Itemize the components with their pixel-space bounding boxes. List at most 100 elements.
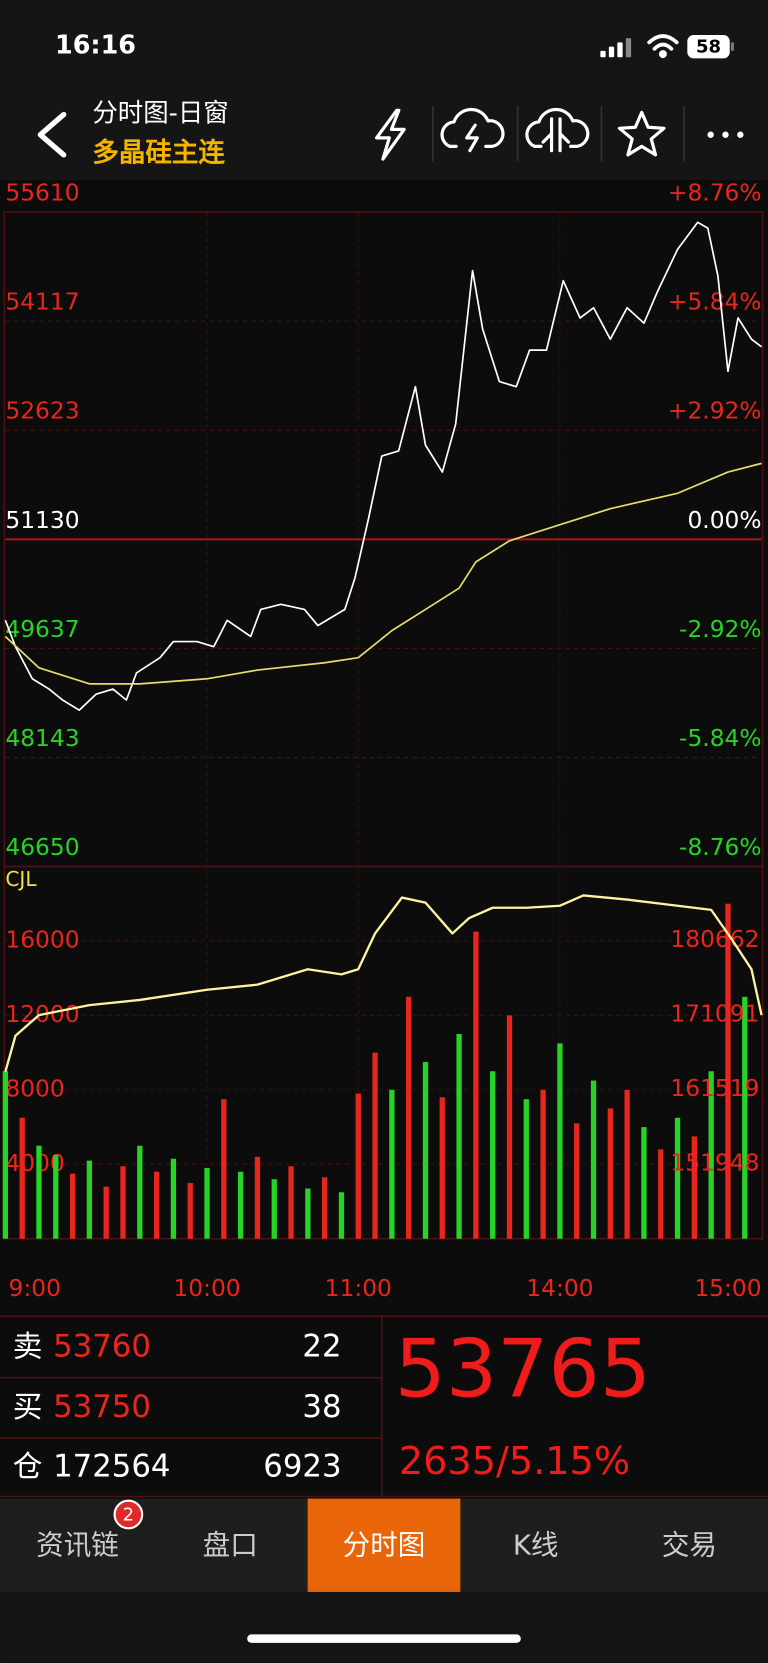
y2-tick-label: 0.00% <box>687 506 761 534</box>
favorite-icon[interactable] <box>617 110 666 157</box>
y-tick-label: 48143 <box>5 724 79 752</box>
volume-bar <box>137 1145 143 1239</box>
volume-bar <box>422 1061 429 1239</box>
volume-bar <box>204 1168 210 1239</box>
volume-bar <box>103 1186 109 1239</box>
volume-bar <box>305 1188 311 1239</box>
bid-price: 53750 <box>53 1389 151 1425</box>
volume-bar <box>473 931 479 1239</box>
volume-bar <box>120 1166 126 1239</box>
contract-name[interactable]: 多晶硅主连 <box>92 137 225 168</box>
y2-tick-label: 180662 <box>670 925 759 953</box>
quote-panel <box>0 1315 768 1498</box>
oi-change: 6923 <box>263 1448 341 1484</box>
volume-bar <box>658 1149 664 1239</box>
price-line <box>4 221 763 712</box>
volume-bar <box>53 1155 59 1239</box>
volume-bar <box>574 1123 580 1239</box>
ask-price: 53760 <box>53 1329 151 1365</box>
oi-label: 仓 <box>13 1449 43 1484</box>
volume-bar <box>288 1166 294 1239</box>
y2-tick-label: 161519 <box>670 1074 759 1102</box>
last-price: 53765 <box>395 1322 651 1416</box>
y-tick-label: 46650 <box>5 833 79 861</box>
flash-icon[interactable] <box>374 108 406 161</box>
tab[interactable]: K线 <box>513 1528 559 1561</box>
y-tick-label: 49637 <box>5 615 79 643</box>
volume-bar <box>624 1089 630 1239</box>
volume-bar <box>456 1034 462 1239</box>
y-tick-label: 54117 <box>5 288 79 316</box>
volume-bar <box>590 1080 597 1239</box>
ask-volume: 22 <box>302 1329 341 1365</box>
ask-label: 卖 <box>13 1330 43 1365</box>
volume-bar <box>237 1171 244 1239</box>
volume-bar <box>372 1052 378 1239</box>
volume-bar <box>221 1099 227 1239</box>
y2-tick-label: +2.92% <box>668 397 762 425</box>
quote-grid <box>0 1315 768 1498</box>
open-interest-line <box>4 894 763 1073</box>
x-tick-label: 9:00 <box>9 1274 61 1302</box>
volume-bar <box>439 1097 445 1239</box>
volume-bar <box>708 1071 714 1239</box>
battery-level: 58 <box>696 37 721 58</box>
home-area <box>0 1591 768 1663</box>
x-tick-label: 15:00 <box>694 1274 761 1302</box>
signal-icon <box>600 38 632 58</box>
volume-bar <box>170 1158 177 1239</box>
volume-bar <box>86 1160 93 1239</box>
volume-bar <box>36 1145 42 1239</box>
volume-bar <box>389 1089 395 1239</box>
volume-bar <box>641 1127 647 1239</box>
volume-bar <box>725 903 731 1239</box>
wifi-icon <box>647 34 679 59</box>
bid-volume: 38 <box>302 1389 341 1425</box>
cloud-icon[interactable] <box>525 107 590 153</box>
y2-tick-label: -2.92% <box>679 615 762 643</box>
volume-bar <box>19 1117 25 1239</box>
more-icon[interactable] <box>707 131 744 138</box>
tab[interactable]: 盘口 <box>203 1528 258 1561</box>
volume-bar <box>406 996 412 1239</box>
tab[interactable]: 资讯链 <box>36 1528 119 1561</box>
y2-tick-label: 171091 <box>670 1000 759 1028</box>
active-tab-bg <box>307 1498 461 1592</box>
volume-bar <box>338 1192 345 1239</box>
volume-plot-frame <box>3 865 764 1240</box>
y-tick-label: 55610 <box>5 179 79 207</box>
volume-bar <box>540 1089 546 1239</box>
battery-icon <box>687 34 730 59</box>
volume-bar <box>607 1108 613 1239</box>
header-separators <box>431 106 685 162</box>
y2-tick-label: +8.76% <box>668 179 762 207</box>
price-change: 2635/5.15% <box>399 1440 630 1484</box>
volume-bar <box>355 1093 361 1239</box>
x-tick-label: 10:00 <box>173 1274 240 1302</box>
y2-tick-label: -8.76% <box>679 833 762 861</box>
battery-tip <box>730 42 734 51</box>
volume-bar <box>2 1071 9 1239</box>
page-title: 分时图-日窗 <box>92 99 228 129</box>
volume-bar <box>69 1173 76 1239</box>
volume-bar <box>691 1136 698 1239</box>
badge <box>113 1499 144 1530</box>
tab[interactable]: 交易 <box>662 1528 717 1561</box>
open-interest: 172564 <box>53 1448 170 1484</box>
y-axis-label: CJL <box>5 867 37 891</box>
y2-tick-label: -5.84% <box>679 724 762 752</box>
y2-tick-label: 151948 <box>670 1148 759 1176</box>
volume-bar <box>506 1015 513 1239</box>
y-tick-label: 51130 <box>5 506 79 534</box>
x-tick-label: 14:00 <box>526 1274 593 1302</box>
status-time: 16:16 <box>55 31 136 61</box>
volume-bar <box>490 1071 496 1239</box>
tab-active[interactable]: 分时图 <box>343 1528 426 1561</box>
volume-bar <box>271 1179 277 1239</box>
badge-count: 2 <box>123 1505 134 1526</box>
volume-bar <box>322 1177 328 1239</box>
volume-bar <box>153 1171 160 1239</box>
back-button[interactable] <box>37 111 67 158</box>
cloud-flash-icon[interactable] <box>440 107 505 153</box>
